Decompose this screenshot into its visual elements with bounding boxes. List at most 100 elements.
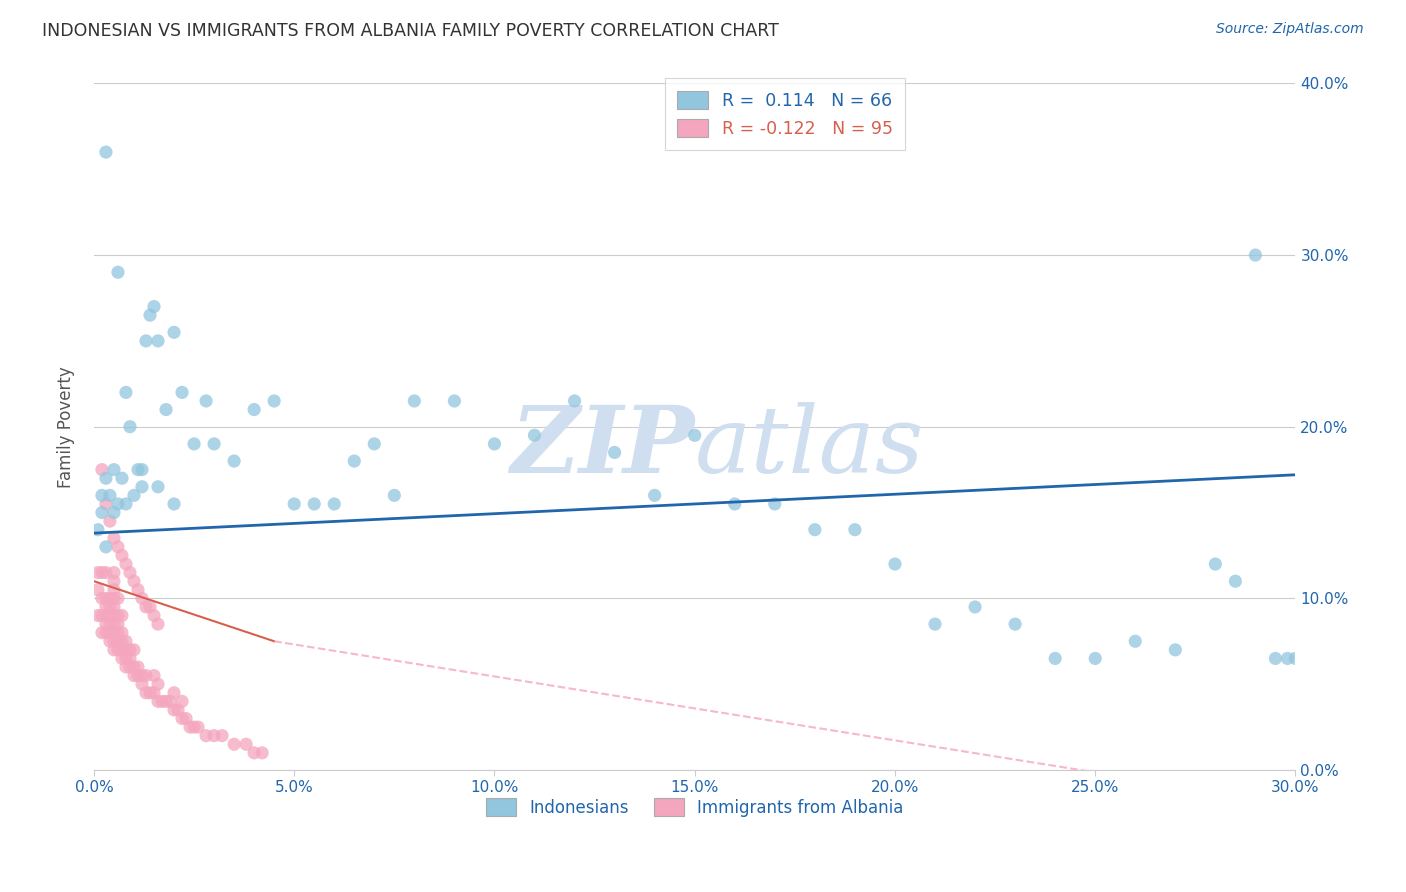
Point [211, 729, 233, 743]
Point [1043, 651, 1066, 665]
Point [122, 668, 145, 682]
Point [115, 557, 138, 571]
Point [107, 540, 129, 554]
Point [159, 694, 181, 708]
Point [118, 419, 141, 434]
Point [103, 566, 125, 580]
Point [103, 574, 125, 589]
Point [115, 643, 138, 657]
Point [94, 566, 117, 580]
Point [146, 617, 169, 632]
Point [118, 566, 141, 580]
Point [139, 308, 162, 322]
Point [1123, 634, 1146, 648]
Point [363, 437, 385, 451]
Point [115, 634, 138, 648]
Point [118, 651, 141, 665]
Point [343, 454, 366, 468]
Point [163, 326, 186, 340]
Point [103, 617, 125, 632]
Point [103, 582, 125, 597]
Point [146, 480, 169, 494]
Point [91, 462, 114, 476]
Point [243, 746, 266, 760]
Point [115, 385, 138, 400]
Point [183, 720, 205, 734]
Text: Source: ZipAtlas.com: Source: ZipAtlas.com [1216, 22, 1364, 37]
Point [131, 668, 153, 682]
Point [91, 608, 114, 623]
Point [87, 566, 110, 580]
Point [884, 557, 907, 571]
Point [103, 531, 125, 545]
Point [103, 625, 125, 640]
Point [118, 660, 141, 674]
Point [98, 625, 121, 640]
Point [804, 523, 827, 537]
Point [98, 488, 121, 502]
Point [283, 497, 305, 511]
Point [94, 625, 117, 640]
Point [170, 694, 193, 708]
Point [87, 608, 110, 623]
Point [167, 703, 190, 717]
Point [146, 694, 169, 708]
Point [683, 428, 706, 442]
Point [143, 300, 166, 314]
Point [107, 625, 129, 640]
Point [195, 394, 218, 409]
Point [202, 729, 225, 743]
Point [155, 402, 177, 417]
Point [98, 514, 121, 528]
Point [94, 145, 117, 160]
Point [98, 634, 121, 648]
Point [103, 591, 125, 606]
Point [179, 720, 201, 734]
Point [302, 497, 325, 511]
Point [87, 523, 110, 537]
Point [243, 402, 266, 417]
Point [644, 488, 666, 502]
Text: ZIP: ZIP [510, 402, 695, 492]
Point [107, 608, 129, 623]
Point [107, 617, 129, 632]
Point [323, 497, 346, 511]
Point [107, 497, 129, 511]
Point [127, 668, 149, 682]
Point [115, 497, 138, 511]
Point [135, 334, 157, 348]
Point [1084, 651, 1107, 665]
Point [111, 643, 134, 657]
Point [127, 660, 149, 674]
Point [1225, 574, 1247, 589]
Point [1244, 248, 1267, 262]
Point [118, 643, 141, 657]
Point [103, 643, 125, 657]
Point [135, 599, 157, 614]
Point [263, 394, 285, 409]
Point [122, 488, 145, 502]
Point [91, 591, 114, 606]
Point [250, 746, 273, 760]
Point [443, 394, 465, 409]
Point [94, 497, 117, 511]
Point [1277, 651, 1299, 665]
Point [724, 497, 747, 511]
Point [107, 591, 129, 606]
Point [163, 497, 186, 511]
Point [91, 625, 114, 640]
Point [98, 617, 121, 632]
Point [131, 591, 153, 606]
Point [1204, 557, 1226, 571]
Point [98, 608, 121, 623]
Point [91, 566, 114, 580]
Point [131, 677, 153, 691]
Point [523, 428, 546, 442]
Point [131, 462, 153, 476]
Point [195, 729, 218, 743]
Point [603, 445, 626, 459]
Point [143, 608, 166, 623]
Point [111, 625, 134, 640]
Text: INDONESIAN VS IMMIGRANTS FROM ALBANIA FAMILY POVERTY CORRELATION CHART: INDONESIAN VS IMMIGRANTS FROM ALBANIA FA… [42, 22, 779, 40]
Point [111, 634, 134, 648]
